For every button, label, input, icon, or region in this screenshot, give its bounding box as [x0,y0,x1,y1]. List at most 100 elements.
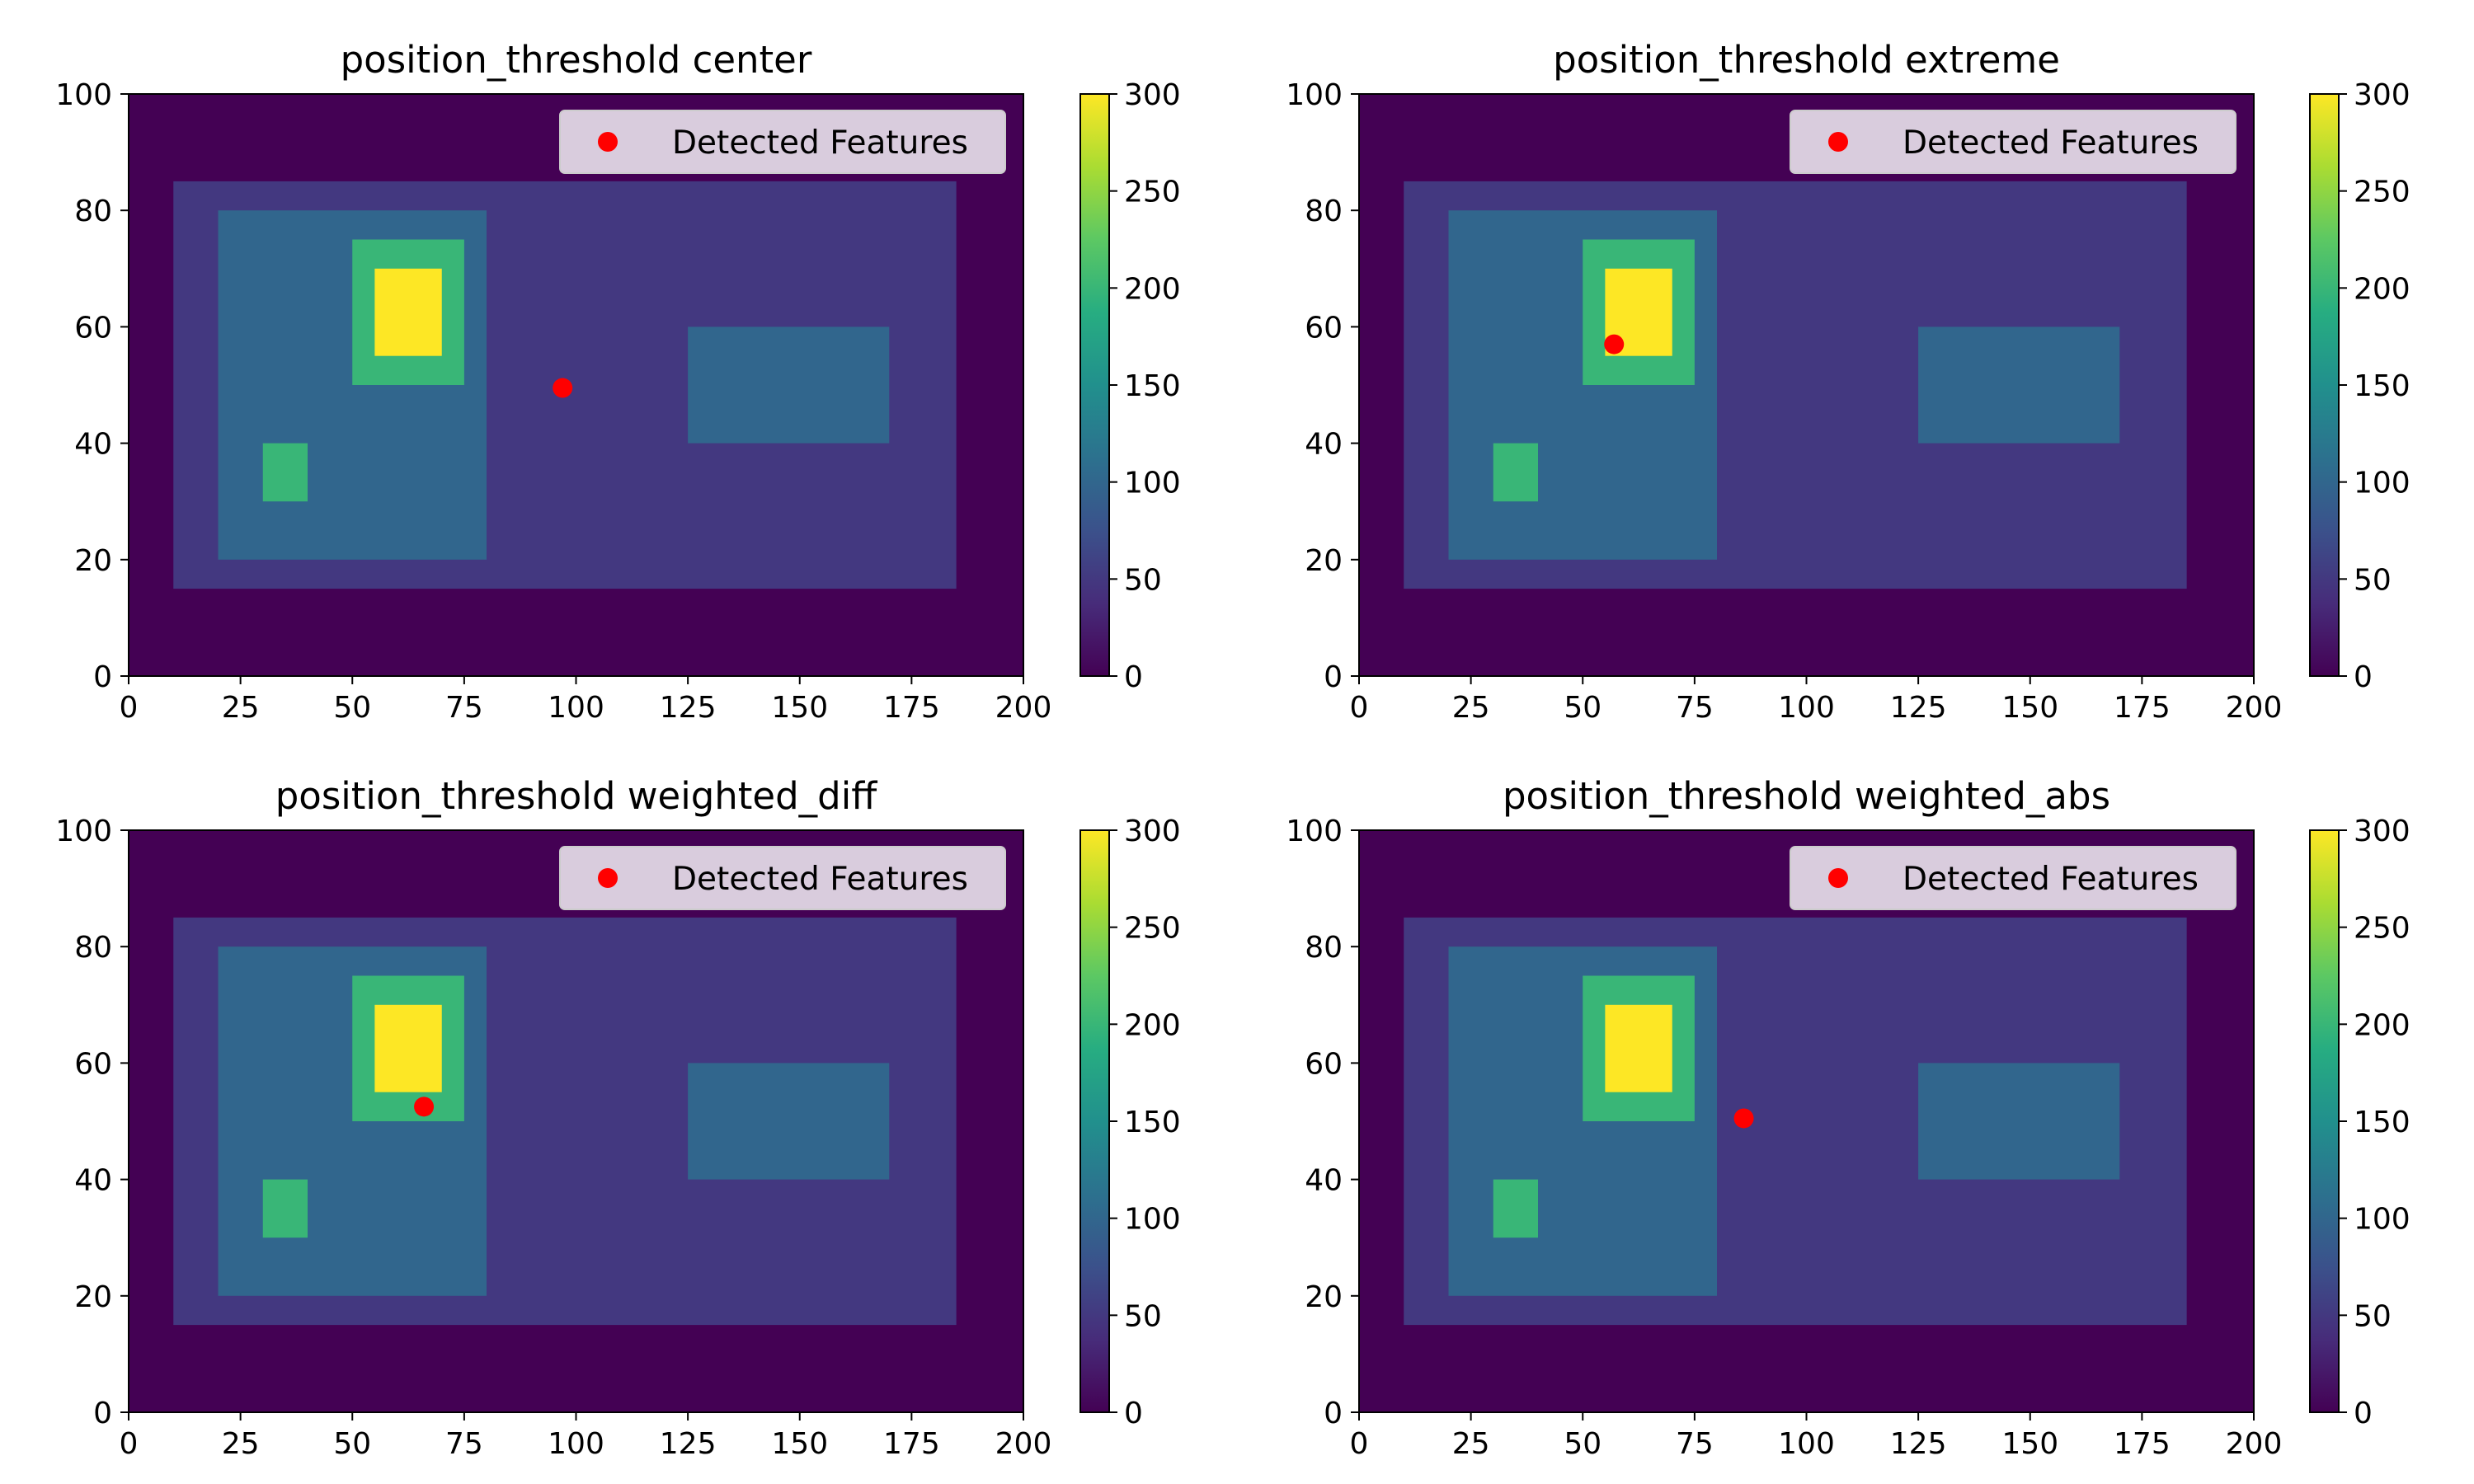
colorbar-gradient [1079,93,1110,677]
colorbar-tick-label: 250 [1124,176,1181,209]
heatmap-region-4 [1918,1063,2120,1180]
x-tick-label: 0 [120,691,139,725]
colorbar-tick-label: 250 [2354,912,2411,946]
colorbar-tick-label: 200 [1124,272,1181,306]
y-tick-label: 0 [93,1397,112,1430]
x-tick-label: 125 [660,691,717,725]
x-tick-label: 125 [1890,691,1947,725]
y-tick-label: 80 [74,931,112,965]
x-tick-label: 100 [1778,1427,1835,1461]
colorbar-tick-label: 0 [2354,660,2373,694]
colorbar-tick-label: 150 [2354,1106,2411,1139]
heatmap-region-6 [1605,1004,1672,1092]
legend-marker [598,132,618,152]
detected-feature-point-1 [1604,334,1625,355]
colorbar-tick-label: 50 [1124,1299,1162,1333]
x-tick-label: 25 [1452,1427,1490,1461]
colorbar-tick-label: 100 [1124,1203,1181,1237]
x-tick-label: 25 [222,1427,260,1461]
legend-label: Detected Features [672,124,968,162]
x-tick-label: 75 [445,1427,483,1461]
x-tick-label: 25 [222,691,260,725]
colorbar-tick-label: 50 [2354,563,2392,597]
x-tick-label: 200 [2226,691,2283,725]
colorbar-tick-label: 50 [2354,1299,2392,1333]
legend: Detected Features [559,846,1006,910]
x-tick-label: 150 [2001,1427,2058,1461]
y-tick-label: 40 [1305,1164,1343,1198]
legend-label: Detected Features [1903,861,2199,898]
x-tick-label: 175 [2114,691,2171,725]
x-tick-label: 75 [1676,691,1714,725]
x-tick-label: 100 [548,1427,604,1461]
colorbar-gradient [2309,829,2340,1413]
x-tick-label: 200 [995,1427,1052,1461]
colorbar-tick-label: 0 [1124,1397,1143,1430]
x-tick-label: 100 [548,691,604,725]
x-tick-label: 175 [883,691,940,725]
y-tick-label: 60 [74,1047,112,1081]
colorbar-tick-label: 300 [1124,78,1181,112]
y-tick-label: 20 [1305,1280,1343,1314]
colorbar-tick-label: 50 [1124,563,1162,597]
x-tick-label: 50 [1564,1427,1602,1461]
x-tick-label: 125 [660,1427,717,1461]
y-tick-label: 20 [74,1280,112,1314]
colorbar: 0 50 100 150 200 250 300 [2309,815,2411,1430]
legend: Detected Features [1790,110,2236,174]
subplot-title: position_threshold extreme [1553,38,2060,82]
x-tick-label: 75 [445,691,483,725]
heatmap-region-4 [688,326,890,444]
x-tick-label: 125 [1890,1427,1947,1461]
legend-box [1790,110,2236,174]
colorbar-tick-label: 0 [1124,660,1143,694]
heatmap-region-4 [688,1063,890,1180]
x-tick-label: 0 [1350,691,1369,725]
x-tick-label: 150 [771,691,828,725]
detected-feature-point-1 [1733,1108,1754,1129]
subplot-3: 0 25 50 75 100 125 150 175 200 0 20 40 60 80 100 positi… [55,774,1180,1461]
legend-box [559,846,1006,910]
heatmap-region-7 [262,1179,308,1238]
y-tick-label: 100 [55,78,112,112]
colorbar-tick-label: 200 [2354,272,2411,306]
heatmap-region-6 [374,1004,442,1092]
colorbar-tick-label: 150 [1124,369,1181,403]
x-tick-label: 50 [333,691,371,725]
colorbar: 0 50 100 150 200 250 300 [2309,78,2411,694]
colorbar-tick-label: 100 [2354,1203,2411,1237]
y-tick-label: 100 [1286,815,1343,848]
heatmap-region-6 [374,268,442,356]
colorbar-tick-label: 250 [2354,176,2411,209]
colorbar: 0 50 100 150 200 250 300 [1079,78,1181,694]
x-tick-label: 25 [1452,691,1490,725]
y-tick-label: 40 [1305,428,1343,462]
x-tick-label: 175 [883,1427,940,1461]
y-tick-label: 80 [74,195,112,228]
y-tick-label: 20 [74,544,112,578]
colorbar-tick-label: 150 [1124,1106,1181,1139]
subplot-4: 0 25 50 75 100 125 150 175 200 0 20 40 60 80 100 positi… [1286,774,2410,1461]
colorbar: 0 50 100 150 200 250 300 [1079,815,1181,1430]
colorbar-tick-label: 300 [2354,815,2411,848]
y-tick-label: 100 [1286,78,1343,112]
subplot-title: position_threshold weighted_diff [275,774,878,818]
y-tick-label: 60 [1305,311,1343,345]
y-tick-label: 0 [1324,1397,1343,1430]
x-tick-label: 200 [995,691,1052,725]
legend-box [559,110,1006,174]
detected-feature-point-1 [414,1097,435,1117]
subplot-title: position_threshold center [341,38,812,82]
colorbar-tick-label: 0 [2354,1397,2373,1430]
heatmap-region-4 [1918,326,2120,444]
colorbar-tick-label: 200 [2354,1008,2411,1042]
x-tick-label: 175 [2114,1427,2171,1461]
x-tick-label: 100 [1778,691,1835,725]
y-tick-label: 40 [74,1164,112,1198]
subplot-2: 0 25 50 75 100 125 150 175 200 0 20 40 60 80 100 positi… [1286,38,2410,725]
y-tick-label: 80 [1305,195,1343,228]
colorbar-gradient [2309,93,2340,677]
y-tick-label: 100 [55,815,112,848]
subplot-title: position_threshold weighted_abs [1503,774,2110,818]
